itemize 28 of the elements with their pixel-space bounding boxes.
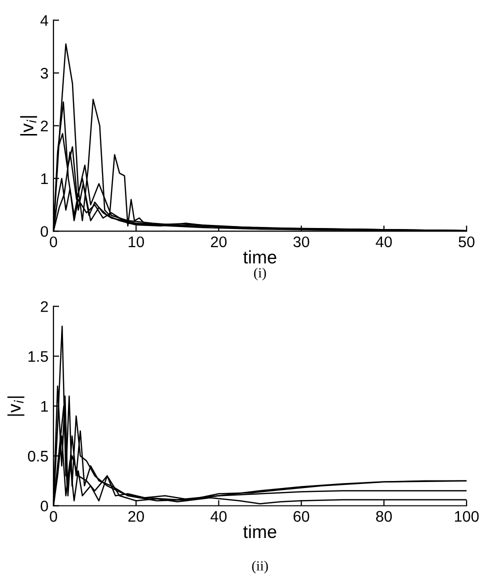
x-tick-label: 40 [210,511,227,522]
x-axis-title: time [243,524,276,538]
y-tick-label: 1 [41,173,48,184]
x-tick-label: 100 [454,511,479,522]
x-tick-label: 0 [50,236,58,248]
text: (ii) [252,560,268,574]
y-tick-label: 0 [40,500,48,512]
x-tick-label: 0 [50,511,58,522]
x-tick-label: 30 [293,236,310,248]
y-tick-label: 0.5 [28,450,48,462]
x-tick-label: 20 [128,511,144,522]
x-tick-label: 50 [458,236,474,248]
text: (i) [254,268,266,280]
y-tick-label: 1 [41,401,48,412]
y-axis-title: |v$_{i}$| [7,396,24,416]
x-tick-label: 60 [294,511,310,522]
y-tick-label: 1.5 [28,351,48,362]
x-tick-label: 40 [376,236,392,248]
y-tick-label: 2 [40,120,48,132]
y-tick-label: 2 [40,301,48,312]
x-tick-label: 80 [376,511,392,522]
x-tick-label: 20 [210,236,227,248]
y-tick-label: 3 [40,68,48,79]
y-axis-title: |v$_{i}$| [20,116,38,136]
x-tick-label: 10 [128,236,144,248]
x-axis-title: time [243,250,276,264]
y-tick-label: 4 [40,15,48,26]
y-tick-label: 0 [40,226,48,237]
